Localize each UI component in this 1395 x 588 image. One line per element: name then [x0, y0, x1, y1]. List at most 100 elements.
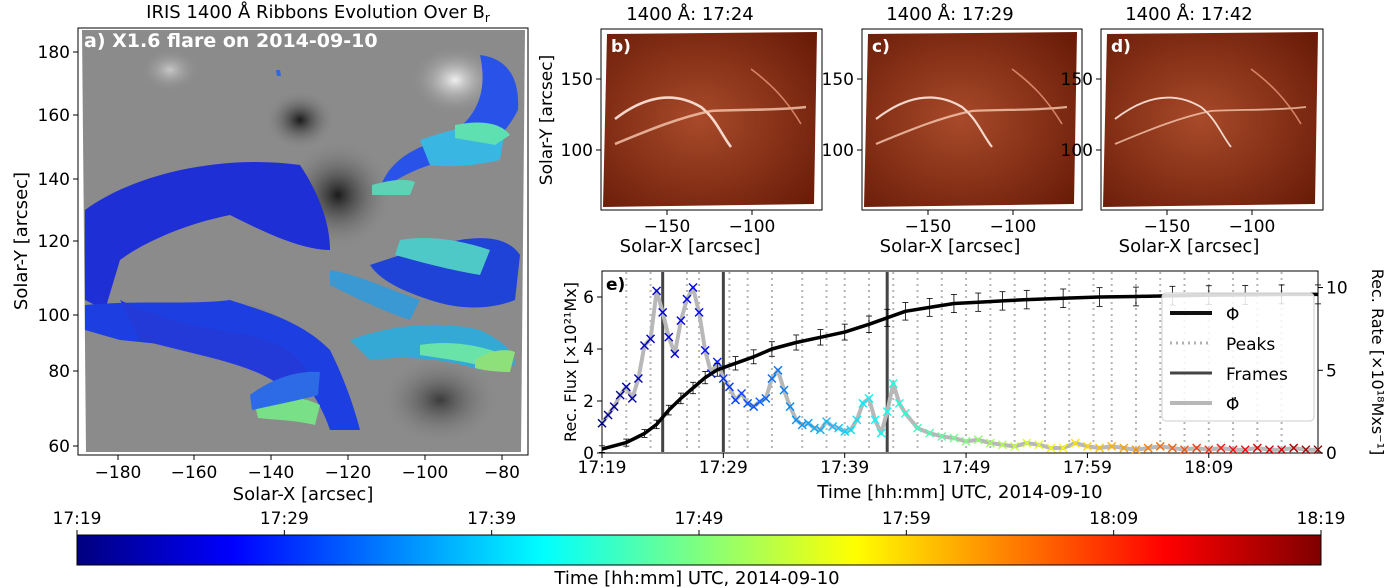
rate-point — [652, 286, 662, 296]
rate-point — [937, 431, 947, 441]
rate-point — [1107, 441, 1117, 451]
panel-e-legend: Φ Peaks Frames Φ̇ — [1161, 292, 1315, 422]
rate-point — [749, 402, 759, 412]
rate-point — [615, 390, 625, 400]
rate-point — [1216, 443, 1226, 453]
panel-e-xtick-label: 18:09 — [1184, 458, 1233, 478]
euv-image — [864, 32, 1077, 207]
panel-a-yticks: 60 80 100 120 140 160 180 — [38, 43, 78, 457]
panel-a-ytick-label: 180 — [38, 43, 70, 63]
rate-point — [1240, 445, 1250, 455]
panel-b: 1400 Å: 17:24 b) −150 −100 100 150 Solar-X [ar… — [537, 3, 823, 257]
panel-label: d) — [1111, 37, 1131, 57]
rate-point — [791, 415, 801, 425]
rate-point — [1264, 445, 1274, 455]
rate-point — [803, 418, 813, 428]
rate-point — [785, 402, 795, 412]
rate-point — [1095, 443, 1105, 453]
panel-title: 1400 Å: 17:29 — [886, 3, 1014, 25]
panel-e-ytick-right-label: 10 — [1326, 279, 1348, 299]
panel-e-ylabel-right: Rec. Rate [×10¹⁸Mxs⁻¹] — [1368, 269, 1387, 456]
rate-point — [700, 345, 710, 355]
xtick-label: −150 — [1144, 217, 1191, 237]
rate-point — [621, 382, 631, 392]
panel-e-yticks-left: 0 2 4 6 — [583, 288, 602, 464]
rate-point — [1058, 443, 1068, 453]
rate-point — [1289, 443, 1299, 453]
rate-point — [773, 365, 783, 375]
panel-a-xtick-label: −100 — [402, 463, 449, 483]
panel-e-ytick-left-label: 6 — [583, 288, 594, 308]
rate-point — [949, 433, 959, 443]
panel-a-xticks: −180 −160 −140 −120 −100 −80 — [95, 455, 520, 483]
rate-point — [676, 316, 686, 326]
sunspot-dark-2 — [265, 90, 335, 150]
panel-a-label: a) X1.6 flare on 2014-09-10 — [84, 30, 378, 52]
rate-point — [633, 374, 643, 384]
panel-a-ylabel: Solar-Y [arcsec] — [11, 172, 32, 310]
ytick-label: 150 — [1061, 70, 1093, 90]
rate-point — [1155, 441, 1165, 451]
colorbar-tick-label: 17:19 — [53, 509, 102, 529]
rate-point — [712, 357, 722, 367]
rate-point — [846, 425, 856, 435]
panel-c: 1400 Å: 17:29 c) −150 −100 100 150 Solar-X [ar… — [822, 3, 1083, 257]
legend-frames: Frames — [1226, 365, 1288, 385]
rate-point — [761, 393, 771, 403]
ribbon-bright — [875, 96, 993, 148]
legend-rate: Φ̇ — [1226, 395, 1239, 415]
rate-point — [1313, 445, 1323, 455]
rate-point — [718, 374, 728, 384]
panel-e-xtick-label: 17:19 — [578, 458, 627, 478]
panel-a-ytick-label: 80 — [48, 362, 70, 382]
rate-point — [1022, 438, 1032, 448]
panel-a-xtick-label: −120 — [325, 463, 372, 483]
rate-point — [664, 332, 674, 342]
ribbon-bright — [1114, 106, 1307, 145]
light-patch-2 — [140, 48, 200, 92]
rate-point — [834, 423, 844, 433]
panel-e-ylabel-left: Rec. Flux [×10²¹Mx] — [561, 282, 580, 442]
panel-e-xlabel: Time [hh:mm] UTC, 2014-09-10 — [816, 482, 1102, 503]
panel-e-label: e) — [606, 275, 625, 295]
xtick-label: −100 — [990, 217, 1037, 237]
colorbar-tick-label: 17:59 — [882, 509, 931, 529]
panel-a-xtick-label: −140 — [248, 463, 295, 483]
flux-line — [601, 292, 1318, 451]
panel-a-xtick-label: −160 — [171, 463, 218, 483]
colorbar-bar — [76, 534, 1322, 566]
panel-e-xtick-label: 17:39 — [820, 458, 869, 478]
colorbar-tick-label: 18:09 — [1089, 509, 1138, 529]
legend-peaks: Peaks — [1226, 335, 1275, 355]
rate-point — [985, 438, 995, 448]
rate-point — [1046, 443, 1056, 453]
rate-point — [1204, 445, 1214, 455]
rate-point — [603, 410, 613, 420]
rate-point — [913, 423, 923, 433]
panel-e-xticks: 17:19 17:29 17:39 17:49 17:59 18:09 — [578, 453, 1233, 478]
panel-e-xtick-label: 17:59 — [1063, 458, 1112, 478]
rate-point — [755, 397, 765, 407]
rate-point — [894, 398, 904, 408]
panel-title: 1400 Å: 17:24 — [626, 3, 754, 25]
panel-a-ytick-label: 160 — [38, 106, 70, 126]
frame-lines — [661, 272, 889, 452]
panel-e-ytick-right-label: 0 — [1326, 444, 1337, 464]
rate-point — [852, 415, 862, 425]
colorbar-tick-label: 17:39 — [467, 509, 516, 529]
panel-label: b) — [611, 37, 631, 57]
panel-label: c) — [872, 37, 890, 57]
dark-patch — [380, 355, 500, 445]
rate-point — [670, 349, 680, 359]
rate-point — [609, 402, 619, 412]
rate-point — [1252, 443, 1262, 453]
panel-e-ytick-left-label: 2 — [583, 392, 594, 412]
rate-point — [1131, 445, 1141, 455]
panel-a-xtick-label: −180 — [95, 463, 142, 483]
panel-a-xtick-label: −80 — [484, 463, 520, 483]
rate-point — [779, 385, 789, 395]
rate-point — [1228, 445, 1238, 455]
rate-point — [876, 428, 886, 438]
rate-point — [858, 398, 868, 408]
